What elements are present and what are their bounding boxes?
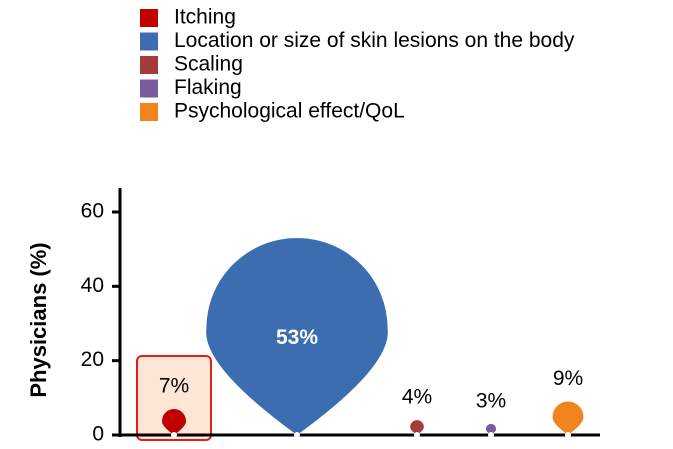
drop-tip <box>565 432 571 438</box>
y-tick-label: 60 <box>81 200 104 223</box>
legend-swatch <box>140 56 158 74</box>
drop-marker <box>206 238 388 435</box>
drop-tip <box>294 432 300 438</box>
legend-swatch <box>140 79 158 98</box>
drop-marker <box>552 401 584 435</box>
legend-label: Flaking <box>174 76 242 99</box>
highlight-box <box>136 355 212 441</box>
y-tick-label: 40 <box>81 274 104 297</box>
drop-marker <box>410 420 424 435</box>
drop-marker <box>162 408 186 435</box>
y-tick-label: 0 <box>92 423 104 444</box>
legend-swatch <box>140 32 158 51</box>
drop-tip <box>171 432 177 438</box>
legend-swatch <box>140 9 158 27</box>
legend-label: Psychological effect/QoL <box>174 100 405 123</box>
value-label: 3% <box>476 389 506 412</box>
legend-label: Itching <box>174 6 236 29</box>
legend-swatch <box>140 103 158 121</box>
drop-marker <box>485 423 497 435</box>
legend-label: Scaling <box>174 53 243 76</box>
legend-label: Location or size of skin lesions on the … <box>174 29 575 52</box>
y-tick-label: 20 <box>81 348 104 371</box>
value-label: 9% <box>553 367 583 390</box>
drop-tip <box>488 432 494 438</box>
value-label: 4% <box>402 386 432 409</box>
y-axis-label: Physicians (%) <box>26 242 51 397</box>
value-label: 53% <box>276 326 318 349</box>
value-label: 7% <box>159 375 189 398</box>
drop-tip <box>414 432 420 438</box>
